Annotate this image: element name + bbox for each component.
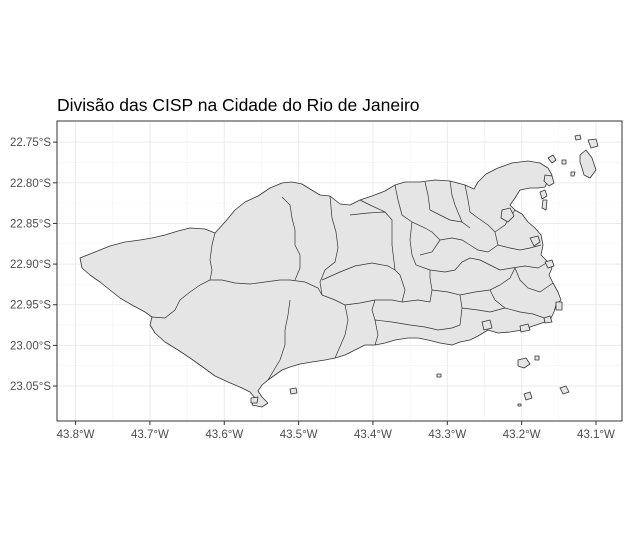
y-tick-label: 22.80°S: [10, 178, 51, 190]
x-tick-label: 43.3°W: [428, 429, 466, 441]
axes: 43.8°W 43.7°W 43.6°W 43.5°W 43.4°W 43.3°W 43.2…: [10, 120, 623, 441]
island: [519, 323, 531, 333]
island: [250, 396, 259, 404]
y-tick-label: 22.85°S: [10, 218, 51, 230]
island: [574, 134, 582, 141]
x-tick-label: 43.2°W: [503, 429, 541, 441]
island: [541, 199, 548, 211]
islands: [250, 134, 599, 407]
y-tick-label: 22.95°S: [10, 300, 51, 312]
x-tick-label: 43.6°W: [205, 429, 243, 441]
y-tick-label: 23.05°S: [10, 381, 51, 393]
y-tick-label: 22.75°S: [10, 137, 51, 149]
island: [570, 171, 576, 177]
y-tick-label: 23.00°S: [10, 340, 51, 352]
island: [543, 315, 553, 324]
island: [500, 207, 515, 223]
island: [559, 385, 570, 395]
panel-border: [56, 120, 623, 422]
x-tick-label: 43.4°W: [354, 429, 392, 441]
x-tick-label: 43.1°W: [577, 429, 615, 441]
island: [555, 301, 563, 311]
island: [436, 373, 442, 378]
y-tick-label: 22.90°S: [10, 259, 51, 271]
island: [543, 174, 555, 187]
city-map: [79, 134, 599, 408]
island: [539, 189, 548, 200]
island: [561, 159, 567, 165]
map-title: Divisão das CISP na Cidade do Rio de Jan…: [57, 95, 420, 115]
x-tick-label: 43.5°W: [280, 429, 318, 441]
x-tick-label: 43.8°W: [57, 429, 95, 441]
island: [517, 403, 522, 407]
island: [587, 138, 599, 149]
island: [579, 149, 597, 179]
cisp-borders: [151, 180, 554, 381]
island: [534, 355, 540, 361]
island: [517, 357, 531, 369]
island: [481, 319, 493, 331]
x-tick-label: 43.7°W: [131, 429, 169, 441]
island: [547, 154, 557, 164]
island: [289, 387, 298, 395]
island: [544, 259, 555, 269]
island: [529, 235, 541, 247]
island: [523, 391, 533, 401]
